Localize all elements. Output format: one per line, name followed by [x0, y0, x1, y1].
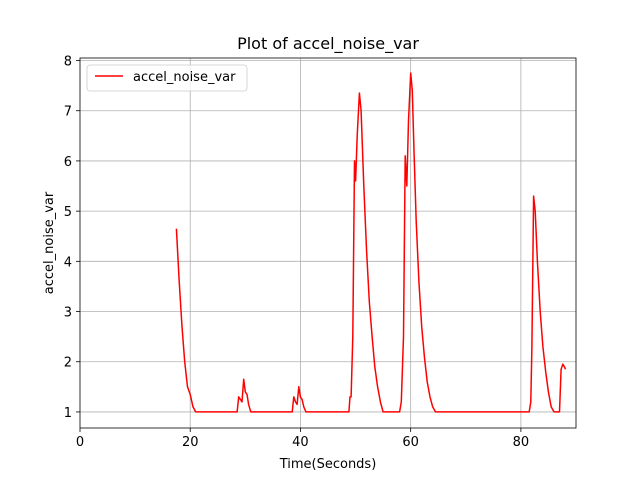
x-axis-label: Time(Seconds): [279, 457, 377, 472]
y-tick-label: 8: [64, 55, 72, 70]
y-tick-label: 1: [64, 406, 72, 421]
legend-box: [86, 64, 248, 92]
x-tick-label: 20: [182, 435, 199, 450]
y-tick-label: 7: [64, 105, 72, 120]
y-tick-label: 5: [64, 205, 72, 220]
y-axis-label: accel_noise_var: [42, 191, 57, 294]
legend: accel_noise_var: [86, 64, 248, 92]
ticks: 0 20 40 60 80 1 2 3 4 5 6 7 8: [64, 55, 529, 450]
series-line-accel-noise-var: [175, 72, 567, 413]
plot-area: [80, 58, 576, 428]
x-tick-label: 60: [402, 435, 419, 450]
x-tick-label: 0: [76, 435, 84, 450]
y-tick-label: 4: [64, 255, 72, 270]
y-tick-label: 6: [64, 155, 72, 170]
y-tick-label: 3: [64, 306, 72, 321]
legend-label-accel-noise-var: accel_noise_var: [133, 70, 236, 85]
plot-frame: [79, 57, 577, 429]
y-tick-label: 2: [64, 356, 72, 371]
x-tick-label: 40: [292, 435, 309, 450]
series-layer: [175, 72, 567, 413]
chart-title: Plot of accel_noise_var: [237, 34, 419, 54]
x-tick-label: 80: [513, 435, 530, 450]
grid-lines: [80, 58, 576, 428]
